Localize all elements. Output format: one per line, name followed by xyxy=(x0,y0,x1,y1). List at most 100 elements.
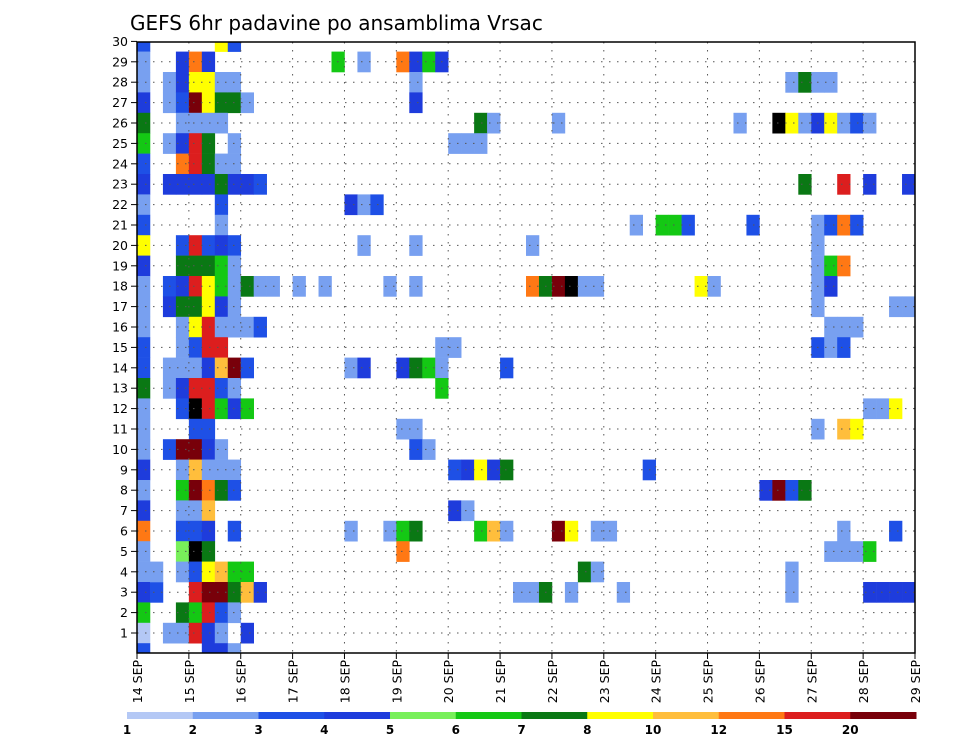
heatmap-cell xyxy=(409,520,423,542)
y-tick-label: 15 xyxy=(112,340,128,355)
heatmap-cell xyxy=(629,214,643,236)
heatmap-cell xyxy=(214,296,229,318)
heatmap-cell xyxy=(137,194,151,216)
y-tick-label: 1 xyxy=(120,626,128,641)
heatmap-cell xyxy=(461,459,475,481)
heatmap-cell xyxy=(824,337,838,358)
heatmap-cell xyxy=(137,255,151,277)
chart-title: GEFS 6hr padavine po ansamblima Vrsac xyxy=(130,11,543,35)
colorbar-label: 12 xyxy=(710,723,727,737)
y-tick-label: 13 xyxy=(112,381,128,396)
x-tick-label: 18 SEP xyxy=(337,660,352,704)
y-tick-label: 22 xyxy=(112,197,128,212)
heatmap-cell xyxy=(214,214,229,236)
heatmap-cell xyxy=(422,51,436,73)
heatmap-cell xyxy=(785,72,799,93)
y-tick-label: 14 xyxy=(112,360,128,375)
heatmap-cell xyxy=(448,337,462,358)
x-tick-label: 24 SEP xyxy=(649,660,664,704)
colorbar-swatch xyxy=(784,712,851,719)
heatmap-cell xyxy=(837,520,851,542)
heatmap-cell xyxy=(863,174,877,195)
heatmap-cell xyxy=(214,235,229,256)
heatmap-cell xyxy=(137,622,151,644)
heatmap-cell xyxy=(137,439,151,460)
heatmap-cell xyxy=(785,561,799,583)
heatmap-cell xyxy=(655,214,669,236)
heatmap-cell xyxy=(137,480,151,501)
heatmap-cell xyxy=(201,378,216,399)
heatmap-cell xyxy=(137,174,151,195)
heatmap-cell xyxy=(188,398,203,420)
heatmap-cell xyxy=(201,561,216,583)
heatmap-cell xyxy=(785,112,799,134)
heatmap-cell xyxy=(188,174,203,195)
heatmap-cell xyxy=(137,418,151,440)
colorbar-label: 5 xyxy=(386,723,394,737)
heatmap-cell xyxy=(409,357,423,379)
colorbar-label: 1 xyxy=(123,723,131,737)
y-tick-label: 4 xyxy=(120,564,128,579)
heatmap-cell xyxy=(564,520,579,542)
x-tick-label: 17 SEP xyxy=(286,660,301,704)
y-tick-label: 3 xyxy=(120,585,128,600)
heatmap-cell xyxy=(850,418,864,440)
heatmap-cell xyxy=(137,72,151,93)
heatmap-cell xyxy=(175,174,190,195)
heatmap-cell xyxy=(474,520,488,542)
colorbar-swatch xyxy=(455,712,522,719)
heatmap-cell xyxy=(175,276,190,297)
heatmap-cell xyxy=(175,92,190,114)
heatmap-cell xyxy=(137,235,151,256)
heatmap-cell xyxy=(240,582,254,603)
heatmap-cell xyxy=(175,51,190,73)
heatmap-cell xyxy=(837,541,851,562)
heatmap-cell xyxy=(240,276,254,297)
y-tick-label: 21 xyxy=(112,218,128,233)
heatmap-cell xyxy=(474,459,488,481)
heatmap-cell xyxy=(188,582,203,603)
heatmap-cell xyxy=(902,174,916,195)
heatmap-cell xyxy=(240,357,254,379)
colorbar: 1 2 3 4 5 6 7 8 10 12 15 20 xyxy=(123,712,917,737)
heatmap-cell xyxy=(577,561,592,583)
heatmap-cell xyxy=(137,51,151,73)
heatmap-cell xyxy=(837,112,851,134)
heatmap-cell xyxy=(214,174,229,195)
heatmap-cell xyxy=(188,72,203,93)
heatmap-cell xyxy=(500,459,514,481)
heatmap-cell xyxy=(137,561,151,583)
heatmap-cell xyxy=(409,418,423,440)
heatmap-cell xyxy=(201,622,216,644)
heatmap-cell xyxy=(850,541,864,562)
heatmap-cell xyxy=(668,214,682,236)
heatmap-cell xyxy=(188,459,203,481)
heatmap-cell xyxy=(175,602,190,624)
heatmap-cell xyxy=(188,520,203,542)
heatmap-cell xyxy=(824,316,838,338)
y-tick-label: 20 xyxy=(112,238,128,253)
heatmap-cell xyxy=(396,357,410,379)
heatmap-cell xyxy=(137,276,151,297)
heatmap-cell xyxy=(214,153,229,175)
heatmap-cell xyxy=(461,500,475,522)
heatmap-cell xyxy=(214,337,229,358)
y-tick-label: 6 xyxy=(120,524,128,539)
heatmap-cell xyxy=(409,235,423,256)
heatmap-cell xyxy=(500,357,514,379)
heatmap-cell xyxy=(175,398,190,420)
heatmap-cell xyxy=(383,520,397,542)
colorbar-swatch xyxy=(653,712,720,719)
heatmap-cell xyxy=(188,357,203,379)
heatmap-cell xyxy=(837,316,851,338)
heatmap-cell xyxy=(564,276,579,297)
heatmap-cell xyxy=(344,194,358,216)
y-tick-label: 30 xyxy=(112,34,128,49)
heatmap-cell xyxy=(240,622,254,644)
heatmap-cell xyxy=(409,439,423,460)
heatmap-cell xyxy=(551,520,566,542)
heatmap-cell xyxy=(344,357,358,379)
heatmap-cell xyxy=(357,194,371,216)
heatmap-cell xyxy=(137,500,151,522)
heatmap-cell xyxy=(526,235,540,256)
